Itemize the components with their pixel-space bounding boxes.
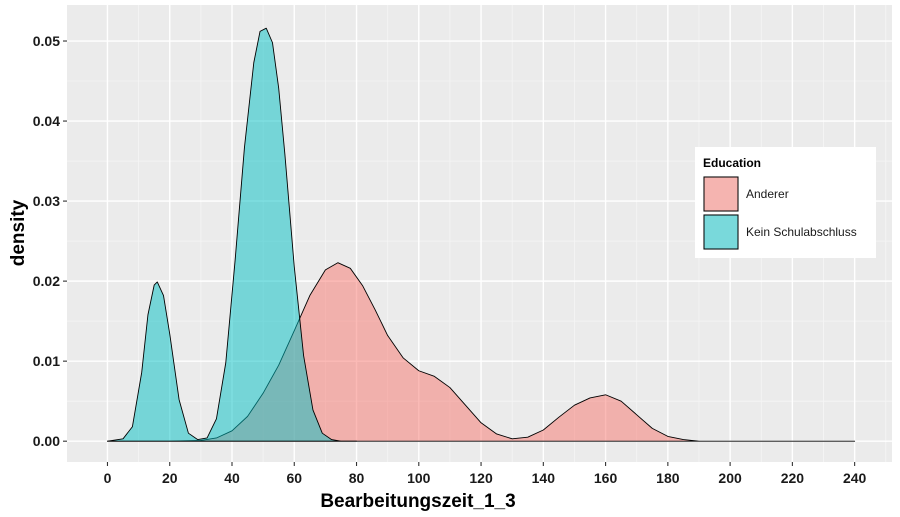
density-areas — [107, 27, 856, 442]
x-tick-label: 40 — [224, 470, 240, 486]
x-tick-label: 100 — [407, 470, 431, 486]
x-tick-label: 160 — [594, 470, 618, 486]
y-tick-label: 0.05 — [33, 33, 60, 49]
legend-title: Education — [703, 156, 761, 170]
legend-swatch-kein-schulabschluss — [703, 214, 739, 250]
x-tick-label: 80 — [349, 470, 365, 486]
x-axis-title: Bearbeitungszeit_1_3 — [320, 491, 515, 512]
x-tick-label: 240 — [843, 470, 867, 486]
y-tick-label: 0.02 — [33, 273, 60, 289]
legend-label-kein-schulabschluss: Kein Schulabschluss — [746, 225, 857, 239]
density-area-kein-schulabschluss — [107, 27, 357, 442]
legend-label-anderer: Anderer — [746, 187, 789, 201]
x-tick-label: 140 — [532, 470, 556, 486]
x-tick-label: 20 — [162, 470, 178, 486]
y-tick-label: 0.01 — [33, 353, 60, 369]
x-axis: 0 20 40 60 80 100 120 140 160 180 200 220 240 — [104, 462, 867, 486]
y-tick-label: 0.00 — [33, 433, 60, 449]
x-tick-label: 220 — [781, 470, 805, 486]
x-tick-label: 0 — [104, 470, 112, 486]
legend-swatch-anderer — [703, 176, 739, 212]
x-tick-label: 200 — [718, 470, 742, 486]
x-tick-label: 60 — [286, 470, 302, 486]
y-axis-title: density — [8, 199, 29, 266]
y-tick-label: 0.04 — [33, 113, 60, 129]
legend-items: Anderer Kein Schulabschluss — [703, 176, 857, 250]
x-tick-label: 180 — [656, 470, 680, 486]
y-axis: 0.00 0.01 0.02 0.03 0.04 0.05 — [33, 33, 67, 449]
legend: Education Anderer Kein Schulabschluss — [695, 147, 876, 258]
x-tick-label: 120 — [469, 470, 493, 486]
y-tick-label: 0.03 — [33, 193, 60, 209]
